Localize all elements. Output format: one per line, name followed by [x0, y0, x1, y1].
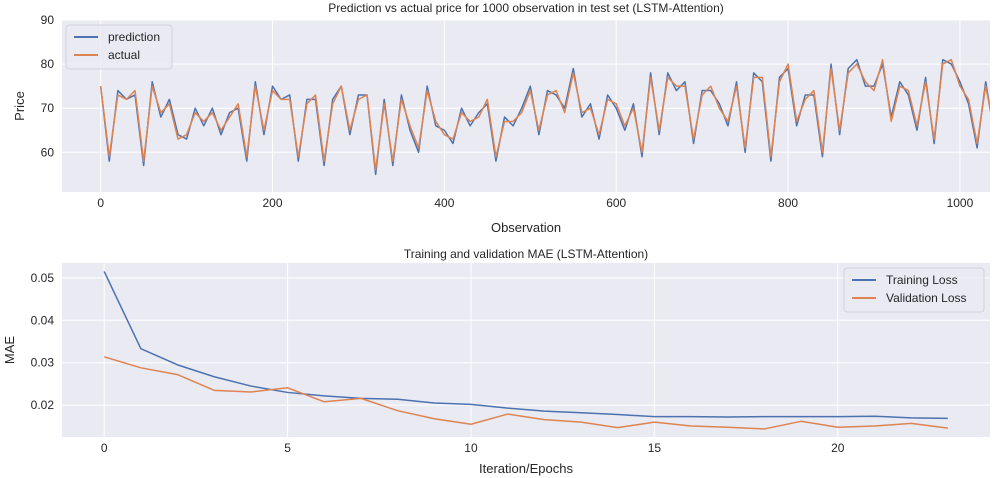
price-x-tick-label: 1000: [947, 196, 974, 210]
price-chart: 0 200 400 600 800 1000 60 70 80 90 Prediction vs a…: [12, 1, 990, 235]
mae-legend: Training Loss Validation Loss: [843, 267, 985, 313]
mae-plot-area: [62, 263, 990, 437]
price-plot-area: [62, 20, 990, 192]
mae-x-tick-label: 0: [101, 441, 108, 455]
price-x-axis-label: Observation: [491, 220, 561, 235]
mae-legend-label: Training Loss: [886, 273, 958, 287]
mae-x-tick-label: 20: [831, 441, 845, 455]
price-y-axis-label: Price: [12, 91, 27, 121]
mae-series-training-loss: [103, 271, 948, 420]
price-legend: prediction actual: [65, 24, 173, 70]
mae-legend-box: [843, 267, 985, 313]
mae-x-tick-label: 15: [648, 441, 662, 455]
mae-x-tick-label: 5: [284, 441, 291, 455]
price-legend-label: prediction: [108, 30, 160, 44]
price-y-tick-label: 60: [41, 145, 55, 159]
mae-y-tick-label: 0.02: [31, 398, 55, 412]
mae-y-tick-label: 0.04: [31, 313, 55, 327]
mae-y-axis-label: MAE: [2, 336, 17, 365]
price-x-tick-label: 0: [97, 196, 104, 210]
price-chart-title: Prediction vs actual price for 1000 obse…: [328, 1, 724, 15]
price-y-tick-label: 90: [41, 13, 55, 27]
price-x-tick-label: 400: [434, 196, 454, 210]
mae-chart: 0 5 10 15 20 0.02 0.03 0.04 0.05 Training and val…: [2, 247, 990, 476]
mae-series-validation-loss: [103, 356, 948, 430]
mae-x-axis-label: Iteration/Epochs: [479, 461, 573, 476]
price-x-tick-label: 200: [263, 196, 283, 210]
price-y-tick-label: 80: [41, 57, 55, 71]
mae-y-tick-label: 0.03: [31, 356, 55, 370]
price-x-tick-label: 600: [606, 196, 626, 210]
price-y-tick-label: 70: [41, 101, 55, 115]
price-x-tick-label: 800: [778, 196, 798, 210]
mae-y-tick-label: 0.05: [31, 271, 55, 285]
mae-legend-label: Validation Loss: [886, 291, 967, 305]
price-series-actual: [99, 58, 990, 171]
mae-chart-title: Training and validation MAE (LSTM-Attent…: [404, 247, 648, 261]
mae-x-tick-label: 10: [464, 441, 478, 455]
price-legend-label: actual: [108, 48, 140, 62]
